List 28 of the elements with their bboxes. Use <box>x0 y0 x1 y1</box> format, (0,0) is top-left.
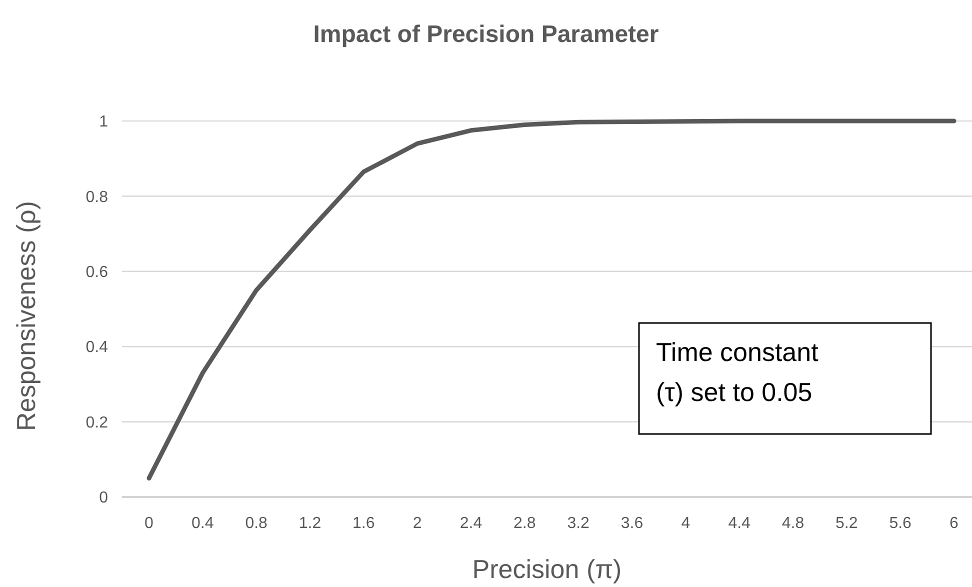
x-tick-label: 3.6 <box>620 515 644 532</box>
x-tick-label: 5.6 <box>889 515 912 532</box>
y-tick-label: 1 <box>99 114 108 131</box>
x-tick-label: 4.8 <box>782 515 804 532</box>
y-tick-label: 0.8 <box>86 188 108 206</box>
y-tick-label: 0.6 <box>86 264 108 281</box>
x-tick-label: 2.8 <box>514 515 536 532</box>
x-tick-label: 3.2 <box>567 515 590 532</box>
y-tick-label: 0.2 <box>86 414 108 432</box>
annotation: Time constant (τ) set to 0.05 <box>656 337 820 407</box>
y-axis-title: Responsiveness (ρ) <box>11 200 41 432</box>
x-tick-label: 0.8 <box>245 515 268 532</box>
x-tick-label: 2 <box>412 515 422 532</box>
x-tick-label: 5.2 <box>836 515 858 532</box>
y-tick-label: 0 <box>99 490 108 507</box>
line-series <box>146 118 956 480</box>
x-tick-label: 4 <box>681 515 690 532</box>
x-tick-label: 0.4 <box>192 515 214 532</box>
x-axis-title: Precision (π) <box>472 554 622 584</box>
x-tick-label: 0 <box>144 515 154 532</box>
x-tick-label: 1.6 <box>352 515 375 532</box>
text-box: Time constant (τ) set to 0.05 <box>638 322 932 435</box>
x-tick-label: 4.4 <box>728 515 751 532</box>
x-tick-label: 1.2 <box>298 515 322 532</box>
x-tick-label: 2.4 <box>460 515 482 532</box>
x-tick-label: 6 <box>950 515 959 532</box>
y-tick-label: 0.4 <box>86 339 108 356</box>
chart-title: Impact of Precision Parameter <box>313 21 659 48</box>
